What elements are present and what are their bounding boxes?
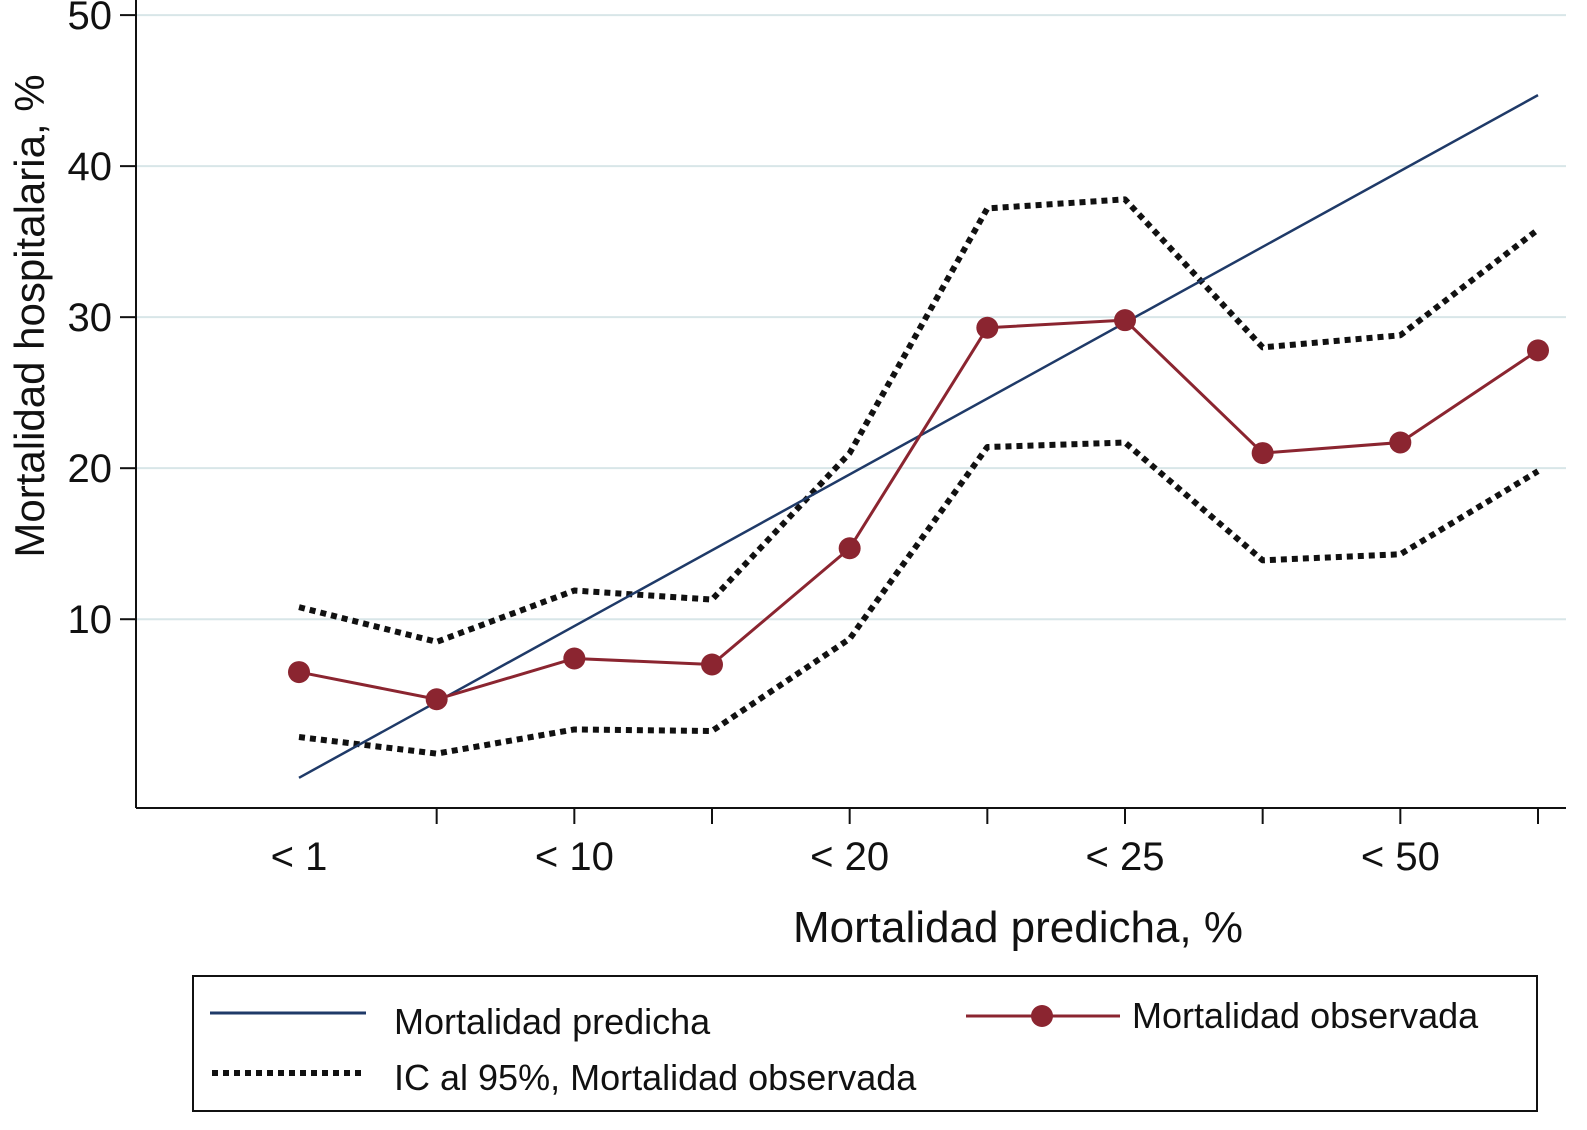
x-axis-title: Mortalidad predicha, % xyxy=(793,903,1243,952)
legend: Mortalidad predicha Mortalidad observada… xyxy=(192,975,1538,1112)
y-tick-label-10: 10 xyxy=(68,598,113,642)
data-point-1-9 xyxy=(1527,339,1549,362)
series-line-2 xyxy=(298,196,1540,645)
y-ticks: 10 20 30 40 50 xyxy=(68,0,136,642)
y-gridlines xyxy=(136,14,1566,621)
y-tick-label-30: 30 xyxy=(68,296,113,340)
series-line-3 xyxy=(298,439,1540,757)
x-tick-label-3: < 25 xyxy=(1086,835,1165,879)
y-tick-label-20: 20 xyxy=(68,447,113,491)
legend-sample-predicha xyxy=(210,1011,366,1015)
axes xyxy=(135,0,1566,809)
legend-label-ic95: IC al 95%, Mortalidad observada xyxy=(394,1057,917,1098)
y-tick-label-40: 40 xyxy=(68,145,113,189)
legend-sample-observada xyxy=(966,1005,1120,1027)
data-point-1-2 xyxy=(563,647,586,670)
x-tick-label-1: < 10 xyxy=(535,835,614,879)
data-point-1-4 xyxy=(838,537,861,560)
x-tick-label-2: < 20 xyxy=(810,835,889,879)
data-point-1-7 xyxy=(1251,442,1274,465)
x-ticks: < 1 < 10 < 20 < 25 < 50 xyxy=(271,808,1539,879)
data-point-1-3 xyxy=(701,653,723,676)
legend-label-predicha: Mortalidad predicha xyxy=(394,1001,711,1042)
x-tick-label-0: < 1 xyxy=(271,835,328,879)
data-point-1-5 xyxy=(976,316,999,339)
legend-sample-ic95 xyxy=(212,1070,366,1076)
legend-label-observada: Mortalidad observada xyxy=(1132,995,1479,1036)
series-3 xyxy=(298,439,1540,757)
data-point-1-6 xyxy=(1114,309,1136,332)
series-layer xyxy=(288,94,1549,779)
data-point-1-1 xyxy=(425,688,448,711)
series-1 xyxy=(288,309,1549,711)
data-point-1-0 xyxy=(288,661,310,684)
x-tick-label-4: < 50 xyxy=(1361,835,1440,879)
y-tick-label-50: 50 xyxy=(68,0,113,38)
series-line-1 xyxy=(298,318,1539,701)
series-2 xyxy=(298,196,1540,645)
y-axis-title: Mortalidad hospitalaria, % xyxy=(6,74,53,557)
data-point-1-8 xyxy=(1389,431,1412,454)
